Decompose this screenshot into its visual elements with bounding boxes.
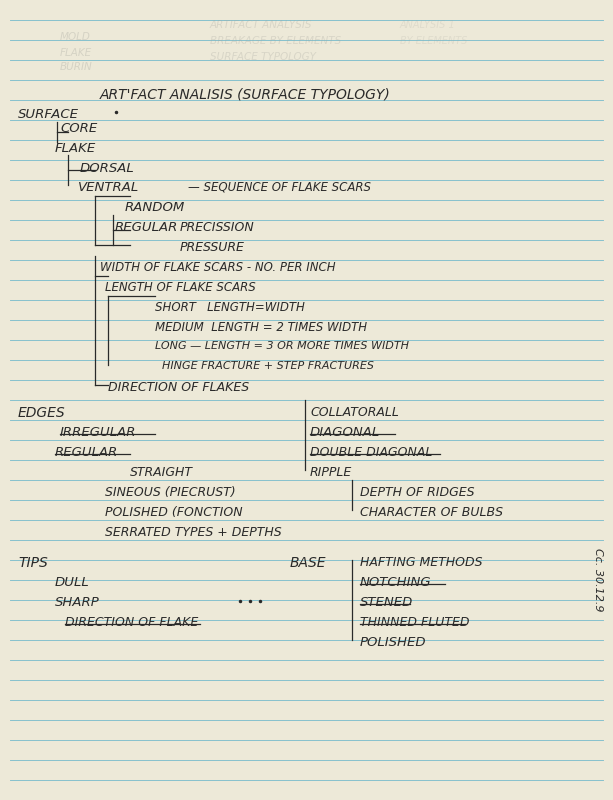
Text: TIPS: TIPS <box>18 556 48 570</box>
Text: ART'FACT ANALISIS (SURFACE TYPOLOGY): ART'FACT ANALISIS (SURFACE TYPOLOGY) <box>100 88 390 102</box>
Text: POLISHED: POLISHED <box>360 636 427 649</box>
Text: SINEOUS (PIECRUST): SINEOUS (PIECRUST) <box>105 486 235 499</box>
Text: RIPPLE: RIPPLE <box>310 466 352 479</box>
Text: REGULAR: REGULAR <box>115 221 178 234</box>
Text: VENTRAL: VENTRAL <box>78 181 139 194</box>
Text: BREAKAGE BY ELEMENTS: BREAKAGE BY ELEMENTS <box>210 36 341 46</box>
Text: DOUBLE DIAGONAL: DOUBLE DIAGONAL <box>310 446 432 459</box>
Text: HAFTING METHODS: HAFTING METHODS <box>360 556 482 569</box>
Text: FLAKE: FLAKE <box>55 142 96 155</box>
Text: BASE: BASE <box>290 556 327 570</box>
Text: DULL: DULL <box>55 576 89 589</box>
Text: PRECISSION: PRECISSION <box>180 221 255 234</box>
Text: MOLD: MOLD <box>60 32 91 42</box>
Text: — SEQUENCE OF FLAKE SCARS: — SEQUENCE OF FLAKE SCARS <box>188 181 371 194</box>
Text: DORSAL: DORSAL <box>80 162 135 175</box>
Text: THINNED FLUTED: THINNED FLUTED <box>360 616 470 629</box>
Text: POLISHED (FONCTION: POLISHED (FONCTION <box>105 506 243 519</box>
Text: EDGES: EDGES <box>18 406 66 420</box>
Text: DIRECTION OF FLAKES: DIRECTION OF FLAKES <box>108 381 249 394</box>
Text: SHARP: SHARP <box>55 596 100 609</box>
Text: Cc. 30.12.9: Cc. 30.12.9 <box>593 548 603 612</box>
Text: WIDTH OF FLAKE SCARS - NO. PER INCH: WIDTH OF FLAKE SCARS - NO. PER INCH <box>100 261 336 274</box>
Text: CORE: CORE <box>60 122 97 135</box>
Text: SERRATED TYPES + DEPTHS: SERRATED TYPES + DEPTHS <box>105 526 281 539</box>
Text: BURIN: BURIN <box>60 62 93 72</box>
Text: DIAGONAL: DIAGONAL <box>310 426 380 439</box>
Text: STENED: STENED <box>360 596 413 609</box>
Text: HINGE FRACTURE + STEP FRACTURES: HINGE FRACTURE + STEP FRACTURES <box>162 361 374 371</box>
Text: MEDIUM  LENGTH = 2 TIMES WIDTH: MEDIUM LENGTH = 2 TIMES WIDTH <box>155 321 367 334</box>
Text: NOTCHING: NOTCHING <box>360 576 432 589</box>
Text: BY ELEMENTS: BY ELEMENTS <box>400 36 467 46</box>
Text: CHARACTER OF BULBS: CHARACTER OF BULBS <box>360 506 503 519</box>
Text: LENGTH OF FLAKE SCARS: LENGTH OF FLAKE SCARS <box>105 281 256 294</box>
Text: LONG — LENGTH = 3 OR MORE TIMES WIDTH: LONG — LENGTH = 3 OR MORE TIMES WIDTH <box>155 341 409 351</box>
Text: DEPTH OF RIDGES: DEPTH OF RIDGES <box>360 486 474 499</box>
Text: COLLATORALL: COLLATORALL <box>310 406 399 419</box>
Text: SURFACE TYPOLOGY: SURFACE TYPOLOGY <box>210 52 316 62</box>
Text: FLAKE: FLAKE <box>60 48 92 58</box>
Text: SURFACE: SURFACE <box>18 108 79 121</box>
Text: PRESSURE: PRESSURE <box>180 241 245 254</box>
Text: IRREGULAR: IRREGULAR <box>60 426 137 439</box>
Text: DIRECTION OF FLAKE: DIRECTION OF FLAKE <box>65 616 198 629</box>
Text: ANALYSIS 1: ANALYSIS 1 <box>400 20 455 30</box>
Text: REGULAR: REGULAR <box>55 446 118 459</box>
Text: SHORT   LENGTH=WIDTH: SHORT LENGTH=WIDTH <box>155 301 305 314</box>
Text: ARTIFACT ANALYSIS: ARTIFACT ANALYSIS <box>210 20 313 30</box>
Text: STRAIGHT: STRAIGHT <box>130 466 193 479</box>
Text: RANDOM: RANDOM <box>125 201 185 214</box>
